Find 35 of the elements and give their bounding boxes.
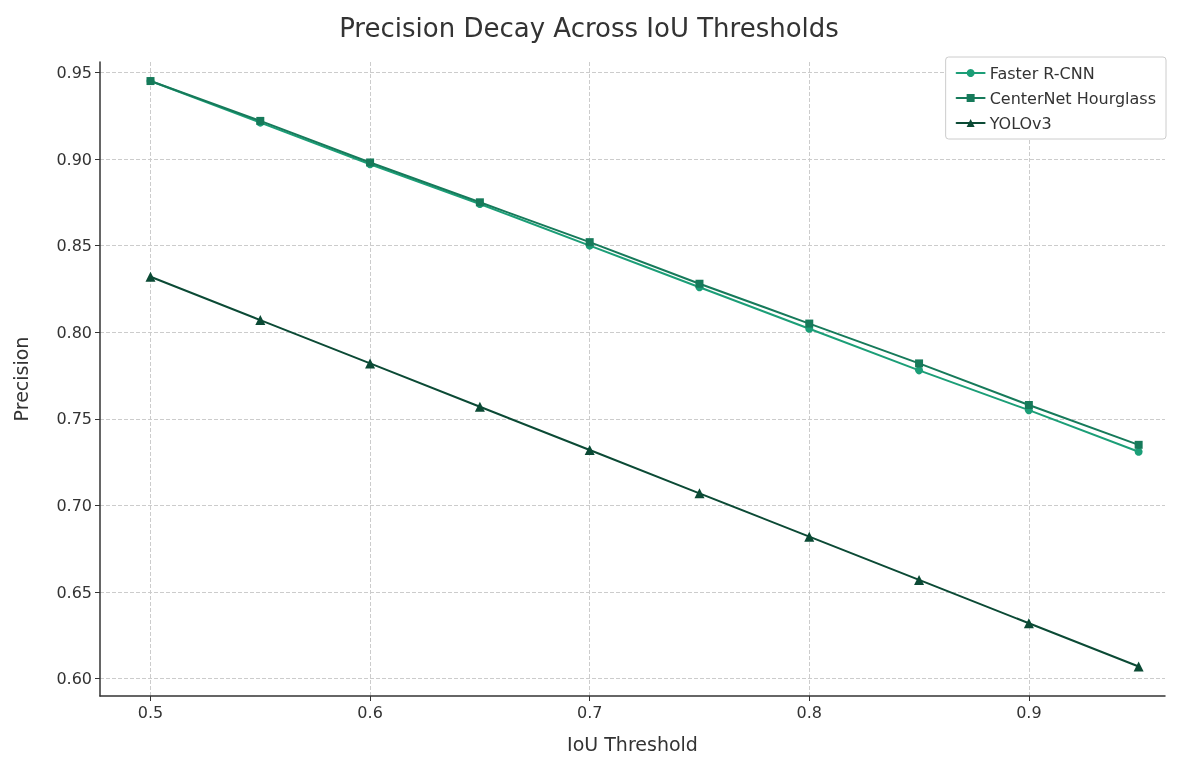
point <box>695 279 704 288</box>
point <box>914 574 925 585</box>
legend-label: CenterNet Hourglass <box>989 88 1156 108</box>
point <box>474 401 485 412</box>
y-tick-label: 0.70 <box>56 495 92 515</box>
legend-label: YOLOv3 <box>988 113 1052 133</box>
y-tick-label: 0.95 <box>56 62 92 82</box>
x-tick-label: 0.7 <box>576 702 603 722</box>
point <box>1024 400 1033 409</box>
point <box>365 358 376 369</box>
y-axis-title: Precision <box>9 336 32 422</box>
x-tick-label: 0.6 <box>357 702 383 722</box>
y-tick-label: 0.80 <box>56 322 92 342</box>
x-tick-label: 0.5 <box>137 702 164 722</box>
point <box>255 315 266 326</box>
legend-label: Faster R-CNN <box>989 63 1095 83</box>
point <box>1023 618 1034 629</box>
y-tick-label: 0.60 <box>56 669 92 689</box>
point <box>804 531 815 542</box>
point <box>915 359 924 368</box>
point <box>805 319 814 328</box>
y-tick-label: 0.90 <box>56 149 92 169</box>
point <box>584 445 595 456</box>
point <box>1134 440 1143 449</box>
y-tick-label: 0.85 <box>56 236 92 256</box>
point <box>145 271 156 282</box>
x-tick-label: 0.9 <box>1016 702 1042 722</box>
point <box>915 366 924 375</box>
point <box>1133 661 1144 672</box>
x-axis-title: IoU Threshold <box>567 732 698 755</box>
y-tick-label: 0.65 <box>56 582 92 602</box>
chart-title: Precision Decay Across IoU Thresholds <box>339 13 839 43</box>
point <box>694 488 705 499</box>
y-tick-label: 0.75 <box>56 409 92 429</box>
x-tick-label: 0.8 <box>796 702 822 722</box>
